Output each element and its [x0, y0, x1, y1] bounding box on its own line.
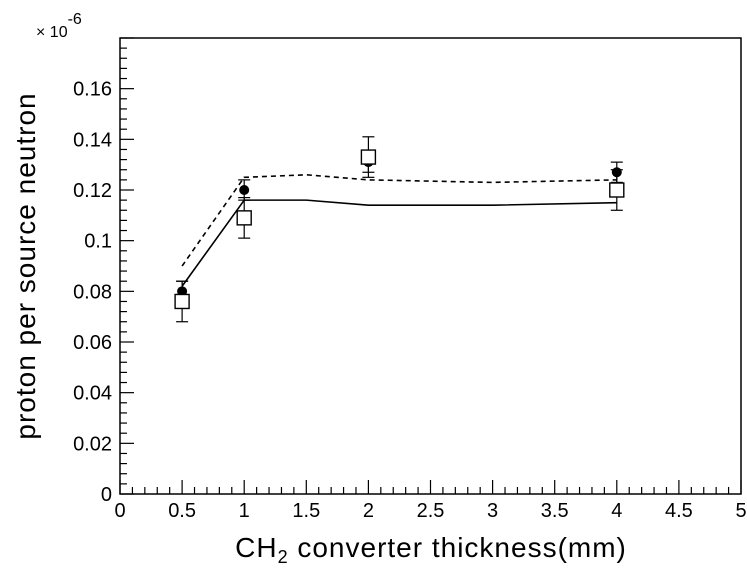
y-axis-label: proton per source neutron	[10, 92, 41, 439]
y-axis-ticks: 0 0.02 0.04 0.06 0.08 0.1 0.12 0.14 0.16	[73, 37, 134, 506]
y-tick-label: 0.04	[73, 383, 112, 405]
data-point-square	[236, 210, 252, 226]
solid-curve	[181, 199, 617, 287]
x-axis-ticks: 0 0.5 1 1.5 2 2.5 3 3.5 4 4.5 5	[114, 480, 747, 522]
x-tick-label: 4	[611, 500, 622, 522]
x-tick-label: 0	[114, 500, 125, 522]
data-point-square	[174, 293, 190, 310]
x-tick-label: 5	[735, 500, 746, 522]
data-points	[174, 136, 625, 323]
y-tick-label: 0.1	[84, 231, 112, 253]
x-tick-label: 1	[239, 500, 250, 522]
x-axis-label: CH2 converter thickness(mm)	[235, 532, 627, 567]
x-tick-label: 0.5	[168, 500, 196, 522]
y-tick-label: 0.14	[73, 129, 112, 151]
y-tick-label: 0.12	[73, 180, 112, 202]
data-point-square	[360, 149, 377, 165]
plot-frame	[119, 37, 742, 495]
x-tick-label: 3	[487, 500, 498, 522]
data-point-square	[609, 182, 625, 198]
x-tick-label: 4.5	[665, 500, 693, 522]
y-multiplier: × 10-6	[36, 11, 82, 41]
y-tick-label: 0.08	[73, 281, 112, 303]
x-tick-label: 3.5	[541, 500, 569, 522]
model-curves	[181, 173, 617, 287]
x-tick-label: 1.5	[292, 500, 320, 522]
dashed-curve	[181, 173, 617, 267]
y-tick-label: 0.16	[73, 79, 112, 101]
data-point-circle	[239, 185, 250, 195]
y-tick-label: 0	[101, 484, 112, 506]
y-tick-label: 0.06	[73, 332, 112, 354]
x-tick-label: 2	[363, 500, 374, 522]
y-tick-label: 0.02	[73, 433, 112, 455]
x-tick-label: 2.5	[417, 500, 445, 522]
